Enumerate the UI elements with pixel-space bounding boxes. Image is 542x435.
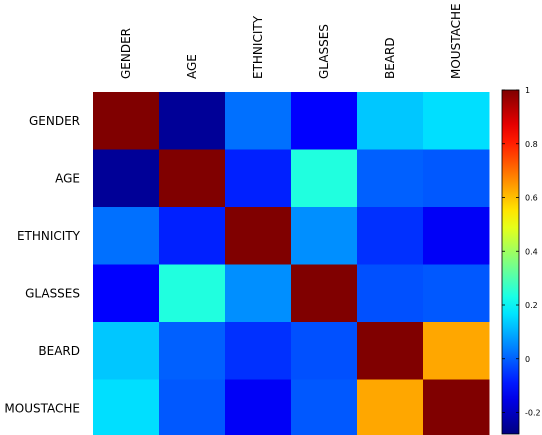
row-labels: GENDER AGE ETHNICITY GLASSES BEARD MOUSTACHE (4, 114, 80, 416)
heatmap-cell-ethnicity-gender (93, 207, 160, 265)
heatmap-cell-moustache-beard (357, 379, 424, 435)
heatmap-cell-moustache-gender (93, 379, 160, 435)
heatmap-cell-gender-glasses (291, 92, 358, 150)
heatmap-cell-moustache-glasses (291, 379, 358, 435)
column-label-age: AGE (185, 54, 199, 79)
column-label-ethnicity: ETHNICITY (251, 15, 265, 79)
heatmap-cell-beard-glasses (291, 322, 358, 380)
heatmap-cell-glasses-moustache (423, 264, 490, 323)
heatmap-cell-ethnicity-ethnicity (225, 207, 292, 265)
heatmap-cell-moustache-age (159, 379, 226, 435)
heatmap-cell-age-gender (93, 149, 160, 208)
heatmap-cell-gender-beard (357, 92, 424, 150)
heatmap-cell-beard-moustache (423, 322, 490, 380)
heatmap-cell-glasses-beard (357, 264, 424, 323)
heatmap-cell-gender-ethnicity (225, 92, 292, 150)
heatmap-cell-moustache-ethnicity (225, 379, 292, 435)
column-labels: GENDER AGE ETHNICITY GLASSES BEARD MOUSTACHE (119, 3, 463, 79)
colorbar-tick-label: 0 (525, 355, 530, 364)
colorbar-tick-label: 0.6 (525, 194, 538, 203)
heatmap-cell-beard-beard (357, 322, 424, 380)
heatmap-cell-beard-age (159, 322, 226, 380)
colorbar-tick-label: 0.2 (525, 301, 538, 310)
heatmap-cell-age-glasses (291, 149, 358, 208)
colorbar-tick-label: -0.2 (525, 409, 541, 418)
column-label-glasses: GLASSES (317, 24, 331, 79)
heatmap-cell-age-beard (357, 149, 424, 208)
heatmap-cell-glasses-glasses (291, 264, 358, 323)
row-label-gender: GENDER (29, 114, 80, 128)
heatmap-cell-ethnicity-moustache (423, 207, 490, 265)
column-label-beard: BEARD (383, 37, 397, 79)
heatmap-cell-gender-moustache (423, 92, 490, 150)
row-label-ethnicity: ETHNICITY (17, 229, 81, 243)
heatmap-cell-gender-gender (93, 92, 160, 150)
heatmap-cell-ethnicity-beard (357, 207, 424, 265)
colorbar-tick-label: 0.8 (525, 140, 538, 149)
column-label-gender: GENDER (119, 28, 133, 79)
heatmap-cell-glasses-age (159, 264, 226, 323)
heatmap-cell-moustache-moustache (423, 379, 490, 435)
row-label-moustache: MOUSTACHE (4, 401, 80, 415)
heatmap-cell-beard-gender (93, 322, 160, 380)
column-label-moustache: MOUSTACHE (449, 3, 463, 79)
heatmap-cells (93, 92, 490, 435)
row-label-beard: BEARD (38, 344, 80, 358)
row-label-glasses: GLASSES (25, 286, 80, 300)
heatmap-cell-glasses-ethnicity (225, 264, 292, 323)
heatmap-cell-ethnicity-glasses (291, 207, 358, 265)
heatmap-cell-ethnicity-age (159, 207, 226, 265)
heatmap-cell-age-moustache (423, 149, 490, 208)
colorbar-tick-label: 1 (525, 86, 530, 95)
colorbar-gradient (501, 89, 520, 435)
heatmap-cell-glasses-gender (93, 264, 160, 323)
heatmap-cell-age-age (159, 149, 226, 208)
colorbar-ticks: -0.2 0 0.2 0.4 0.6 0.8 1 (502, 86, 541, 418)
colorbar (501, 89, 520, 435)
heatmap-cell-beard-ethnicity (225, 322, 292, 380)
heatmap-cell-gender-age (159, 92, 226, 150)
heatmap-cell-age-ethnicity (225, 149, 292, 208)
row-label-age: AGE (55, 171, 80, 185)
colorbar-tick-label: 0.4 (525, 247, 538, 256)
